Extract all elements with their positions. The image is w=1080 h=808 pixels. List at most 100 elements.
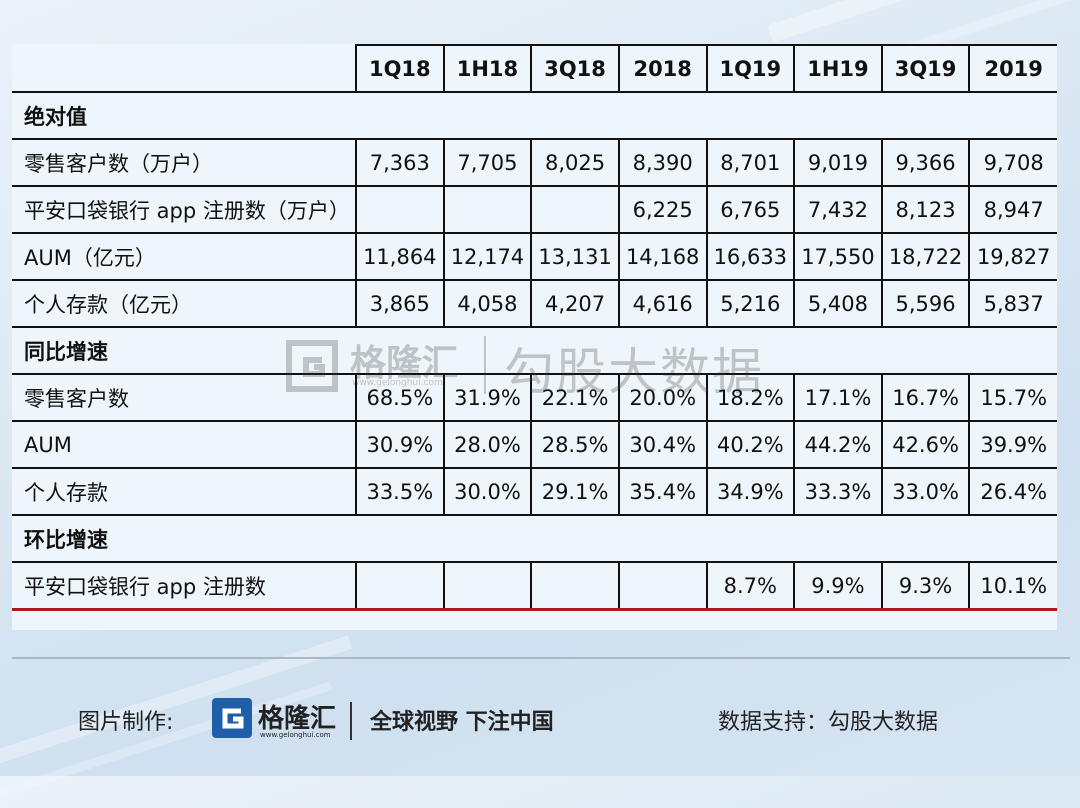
column-header: 2018 [617, 44, 708, 93]
section-row: 绝对值 [12, 91, 1057, 140]
value-cell: 40.2% [705, 420, 796, 469]
footer-divider [12, 657, 1070, 659]
value-cell: 9.3% [880, 561, 971, 611]
column-header: 1H18 [442, 44, 533, 93]
value-cell: 19,827 [968, 232, 1057, 281]
value-cell: 17.1% [793, 373, 883, 422]
value-cell: 9,019 [793, 138, 883, 187]
table-row: AUM（亿元） 11,864 12,174 13,131 14,168 16,633 17,… [12, 232, 1057, 281]
column-header: 3Q19 [880, 44, 971, 93]
section-title: 环比增速 [12, 514, 1057, 563]
table-row: 个人存款 33.5% 30.0% 29.1% 35.4% 34.9% 33.3% 33.0% 2… [12, 467, 1057, 516]
value-cell: 8.7% [705, 561, 796, 611]
value-cell: 7,432 [793, 185, 883, 234]
value-cell [442, 561, 533, 611]
value-cell: 28.5% [530, 420, 620, 469]
value-cell: 17,550 [793, 232, 883, 281]
footer-separator [350, 702, 352, 740]
value-cell [530, 561, 620, 611]
value-cell: 18.2% [705, 373, 796, 422]
value-cell: 33.3% [793, 467, 883, 516]
footer-source-label: 数据支持： [718, 710, 829, 735]
value-cell: 6,765 [705, 185, 796, 234]
value-cell: 15.7% [968, 373, 1057, 422]
value-cell: 22.1% [530, 373, 620, 422]
table-row: 零售客户数（万户） 7,363 7,705 8,025 8,390 8,701 9,019 9… [12, 138, 1057, 187]
value-cell: 12,174 [442, 232, 533, 281]
value-cell: 9.9% [793, 561, 883, 611]
column-header: 1Q18 [355, 44, 445, 93]
value-cell: 5,596 [880, 279, 971, 328]
row-label: AUM [12, 420, 357, 469]
value-cell: 8,390 [617, 138, 708, 187]
value-cell: 33.0% [880, 467, 971, 516]
value-cell: 44.2% [793, 420, 883, 469]
value-cell [617, 561, 708, 611]
value-cell: 20.0% [617, 373, 708, 422]
value-cell: 33.5% [355, 467, 445, 516]
column-header: 1H19 [793, 44, 883, 93]
row-label: 零售客户数 [12, 373, 357, 422]
value-cell: 4,058 [442, 279, 533, 328]
value-cell: 7,363 [355, 138, 445, 187]
value-cell: 68.5% [355, 373, 445, 422]
value-cell: 16.7% [880, 373, 971, 422]
value-cell: 13,131 [530, 232, 620, 281]
footer-brand: 格隆汇 [258, 704, 337, 734]
value-cell: 4,207 [530, 279, 620, 328]
value-cell: 10.1% [968, 561, 1057, 611]
data-table: 1Q18 1H18 3Q18 2018 1Q19 1H19 3Q19 2019 绝对值 零售客户数… [12, 44, 1057, 611]
value-cell: 5,216 [705, 279, 796, 328]
value-cell [442, 185, 533, 234]
footer-slogan: 全球视野 下注中国 [370, 710, 554, 735]
row-label: 零售客户数（万户） [12, 138, 357, 187]
row-label: AUM（亿元） [12, 232, 357, 281]
value-cell: 8,025 [530, 138, 620, 187]
section-row: 同比增速 [12, 326, 1057, 375]
value-cell: 6,225 [617, 185, 708, 234]
table-row: 平安口袋银行 app 注册数（万户） 6,225 6,765 7,432 8,123 8,… [12, 185, 1057, 234]
value-cell: 9,366 [880, 138, 971, 187]
table-row: AUM 30.9% 28.0% 28.5% 30.4% 40.2% 44.2% 42.6% 39… [12, 420, 1057, 469]
value-cell: 7,705 [442, 138, 533, 187]
value-cell: 4,616 [617, 279, 708, 328]
row-label: 平安口袋银行 app 注册数（万户） [12, 185, 357, 234]
value-cell: 31.9% [442, 373, 533, 422]
column-header: 1Q19 [705, 44, 796, 93]
value-cell [530, 185, 620, 234]
value-cell: 5,837 [968, 279, 1057, 328]
header-row: 1Q18 1H18 3Q18 2018 1Q19 1H19 3Q19 2019 [12, 44, 1057, 93]
footer-url: www.gelonghui.com [260, 731, 331, 739]
value-cell: 3,865 [355, 279, 445, 328]
value-cell: 29.1% [530, 467, 620, 516]
footer-source-name: 勾股大数据 [828, 710, 939, 735]
value-cell: 14,168 [617, 232, 708, 281]
table-row: 个人存款（亿元） 3,865 4,058 4,207 4,616 5,216 5,408 5,… [12, 279, 1057, 328]
section-title: 绝对值 [12, 91, 1057, 140]
table-body: 1Q18 1H18 3Q18 2018 1Q19 1H19 3Q19 2019 绝对值 零售客户数… [12, 44, 1057, 611]
column-header: 2019 [968, 44, 1057, 93]
value-cell: 30.0% [442, 467, 533, 516]
value-cell: 18,722 [880, 232, 971, 281]
footer-credit-label: 图片制作: [78, 710, 174, 735]
value-cell: 9,708 [968, 138, 1057, 187]
value-cell: 42.6% [880, 420, 971, 469]
value-cell: 39.9% [968, 420, 1057, 469]
value-cell [355, 561, 445, 611]
value-cell: 8,123 [880, 185, 971, 234]
value-cell: 30.4% [617, 420, 708, 469]
row-label: 平安口袋银行 app 注册数 [12, 561, 357, 611]
value-cell: 35.4% [617, 467, 708, 516]
section-title: 同比增速 [12, 326, 1057, 375]
footer-data-source: 数据支持：勾股大数据 [718, 704, 938, 736]
value-cell: 26.4% [968, 467, 1057, 516]
table-row: 零售客户数 68.5% 31.9% 22.1% 20.0% 18.2% 17.1% 16.7%… [12, 373, 1057, 422]
column-header: 3Q18 [530, 44, 620, 93]
header-corner-cell [12, 45, 357, 93]
table-row: 平安口袋银行 app 注册数 8.7% 9.9% 9.3% 10.1% [12, 561, 1057, 611]
value-cell: 8,701 [705, 138, 796, 187]
section-row: 环比增速 [12, 514, 1057, 563]
value-cell: 16,633 [705, 232, 796, 281]
value-cell: 28.0% [442, 420, 533, 469]
value-cell: 8,947 [968, 185, 1057, 234]
